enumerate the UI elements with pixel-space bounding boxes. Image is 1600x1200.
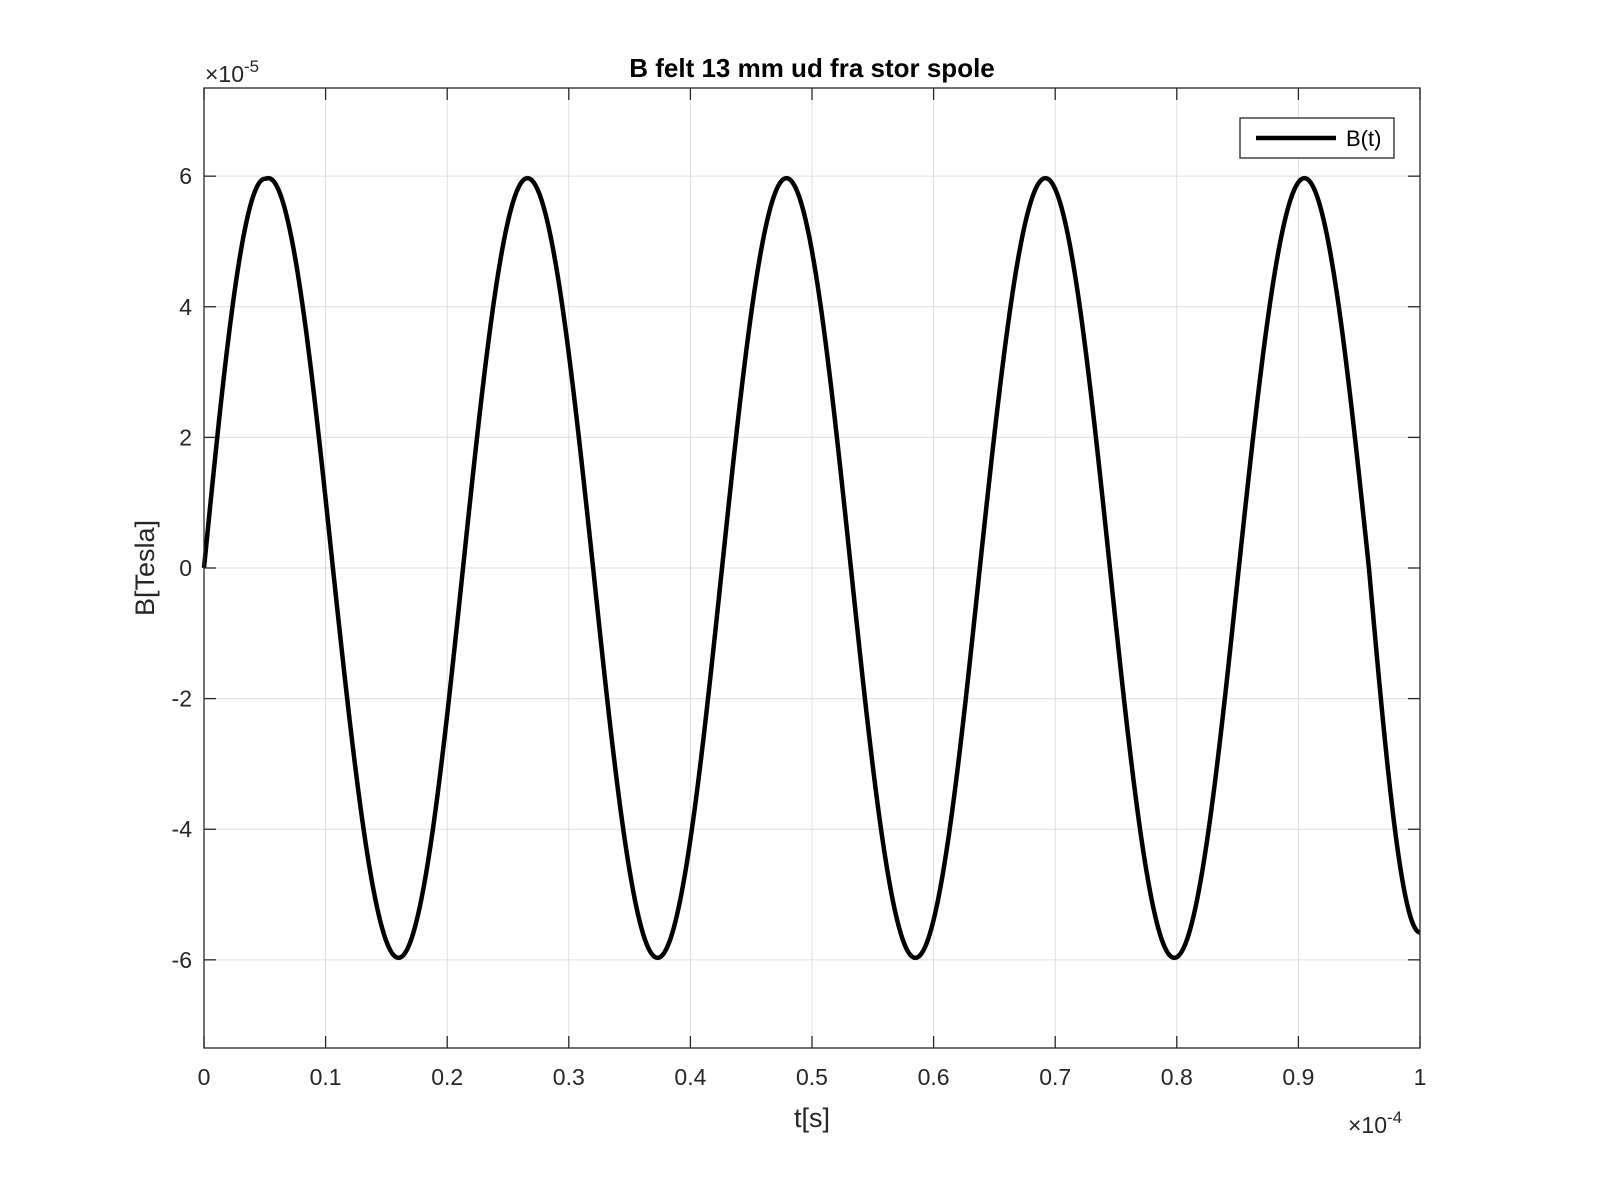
x-axis-label: t[s] bbox=[794, 1103, 830, 1133]
y-tick-label: -2 bbox=[172, 686, 192, 712]
y-tick-label: 4 bbox=[179, 294, 192, 320]
y-tick-label: 0 bbox=[179, 555, 192, 581]
tick-labels: 0 0.1 0.2 0.3 0.4 0.5 0.6 0.7 0.8 0.9 1 -6 -4 -2 0 2 4 6 bbox=[172, 163, 1427, 1090]
y-tick-label: 6 bbox=[179, 163, 192, 189]
x-tick-label: 0.1 bbox=[310, 1064, 342, 1090]
x-tick-label: 0.5 bbox=[796, 1064, 828, 1090]
series-line-b-t bbox=[201, 175, 1421, 961]
x-exponent-base: ×10 bbox=[1348, 1112, 1387, 1138]
legend: B(t) bbox=[1239, 117, 1395, 159]
x-tick-label: 0.4 bbox=[674, 1064, 706, 1090]
x-tick-label: 0.8 bbox=[1161, 1064, 1193, 1090]
tick-marks bbox=[203, 88, 1421, 1048]
y-axis-exponent: ×10-5 bbox=[205, 57, 259, 87]
x-tick-label: 0.7 bbox=[1039, 1064, 1071, 1090]
legend-label-b-t: B(t) bbox=[1346, 126, 1381, 151]
y-tick-label: -6 bbox=[172, 947, 192, 973]
x-axis-exponent: ×10-4 bbox=[1348, 1108, 1402, 1138]
x-exponent-power: -4 bbox=[1387, 1108, 1402, 1127]
y-tick-label: 2 bbox=[179, 424, 192, 450]
y-exponent-base: ×10 bbox=[205, 61, 244, 87]
data-layer bbox=[201, 175, 1421, 961]
x-tick-label: 0.2 bbox=[431, 1064, 463, 1090]
plot-area: 0 0.1 0.2 0.3 0.4 0.5 0.6 0.7 0.8 0.9 1 -6 -4 -2 0 2 4 6 bbox=[172, 87, 1427, 1090]
chart-title: B felt 13 mm ud fra stor spole bbox=[629, 53, 995, 83]
y-axis-label: B[Tesla] bbox=[130, 520, 160, 616]
x-tick-label: 0.6 bbox=[918, 1064, 950, 1090]
y-tick-label: -4 bbox=[172, 816, 193, 842]
x-tick-label: 1 bbox=[1414, 1064, 1427, 1090]
x-tick-label: 0.9 bbox=[1282, 1064, 1314, 1090]
x-tick-label: 0 bbox=[198, 1064, 211, 1090]
y-exponent-power: -5 bbox=[244, 57, 259, 76]
x-tick-label: 0.3 bbox=[553, 1064, 585, 1090]
